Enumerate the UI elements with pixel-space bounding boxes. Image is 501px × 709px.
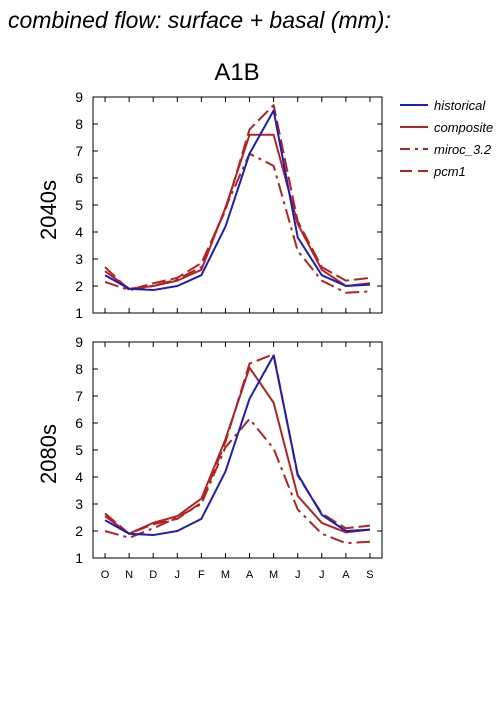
- y-tick-label: 8: [75, 116, 83, 132]
- legend-label: historical: [434, 98, 486, 113]
- series-line-historical: [104, 354, 371, 537]
- y-tick-label: 8: [75, 361, 83, 377]
- y-tick-label: 7: [75, 388, 83, 404]
- x-tick-label: J: [319, 569, 325, 581]
- legend-label: composite: [434, 120, 493, 135]
- x-tick-label: F: [198, 569, 205, 581]
- y-tick-label: 6: [75, 170, 83, 186]
- panel-label: 2080s: [36, 424, 61, 484]
- series-line-composite: [104, 133, 371, 290]
- series-line-pcm1: [104, 353, 371, 535]
- y-tick-label: 3: [75, 251, 83, 267]
- chart-panels: 1 2 3 4 5 6 7 8 9 2040s 1 2 3 4 5 6 7 8 9 O N D J F M A M J J A S 2080s: [36, 89, 383, 581]
- x-tick-label: J: [295, 569, 301, 581]
- panel-2040s: 1 2 3 4 5 6 7 8 9 2040s: [36, 89, 383, 321]
- y-tick-label: 1: [75, 550, 83, 566]
- x-tick-label: M: [269, 569, 278, 581]
- x-tick-label: M: [221, 569, 230, 581]
- panel-2080s: 1 2 3 4 5 6 7 8 9 O N D J F M A M J J A S 2080s: [36, 334, 383, 581]
- y-tick-label: 2: [75, 523, 83, 539]
- x-tick-label: S: [366, 569, 373, 581]
- x-tick-label: A: [342, 569, 350, 581]
- series-line-composite: [104, 366, 371, 535]
- legend-label: miroc_3.2: [434, 142, 492, 157]
- legend-label: pcm1: [433, 164, 466, 179]
- series-line-historical: [104, 109, 371, 292]
- y-tick-label: 4: [75, 469, 83, 485]
- y-tick-label: 5: [75, 442, 83, 458]
- scenario-title: A1B: [214, 59, 259, 86]
- series-line-pcm1: [104, 104, 371, 292]
- x-tick-label: O: [101, 569, 110, 581]
- y-tick-label: 9: [75, 334, 83, 350]
- panel-label: 2040s: [36, 180, 61, 240]
- y-tick-label: 7: [75, 143, 83, 159]
- main-title: combined flow: surface + basal (mm):: [8, 7, 391, 33]
- x-tick-label: N: [125, 569, 133, 581]
- x-tick-label: D: [149, 569, 157, 581]
- y-tick-label: 3: [75, 496, 83, 512]
- legend: historical composite miroc_3.2 pcm1: [400, 98, 493, 179]
- series-line-miroc-3-2: [104, 152, 371, 294]
- y-tick-label: 2: [75, 278, 83, 294]
- y-tick-label: 1: [75, 305, 83, 321]
- series-line-miroc-3-2: [104, 417, 371, 545]
- y-tick-label: 6: [75, 415, 83, 431]
- x-tick-label: A: [246, 569, 254, 581]
- y-tick-label: 9: [75, 89, 83, 105]
- y-tick-label: 4: [75, 224, 83, 240]
- y-tick-label: 5: [75, 197, 83, 213]
- x-tick-label: J: [175, 569, 181, 581]
